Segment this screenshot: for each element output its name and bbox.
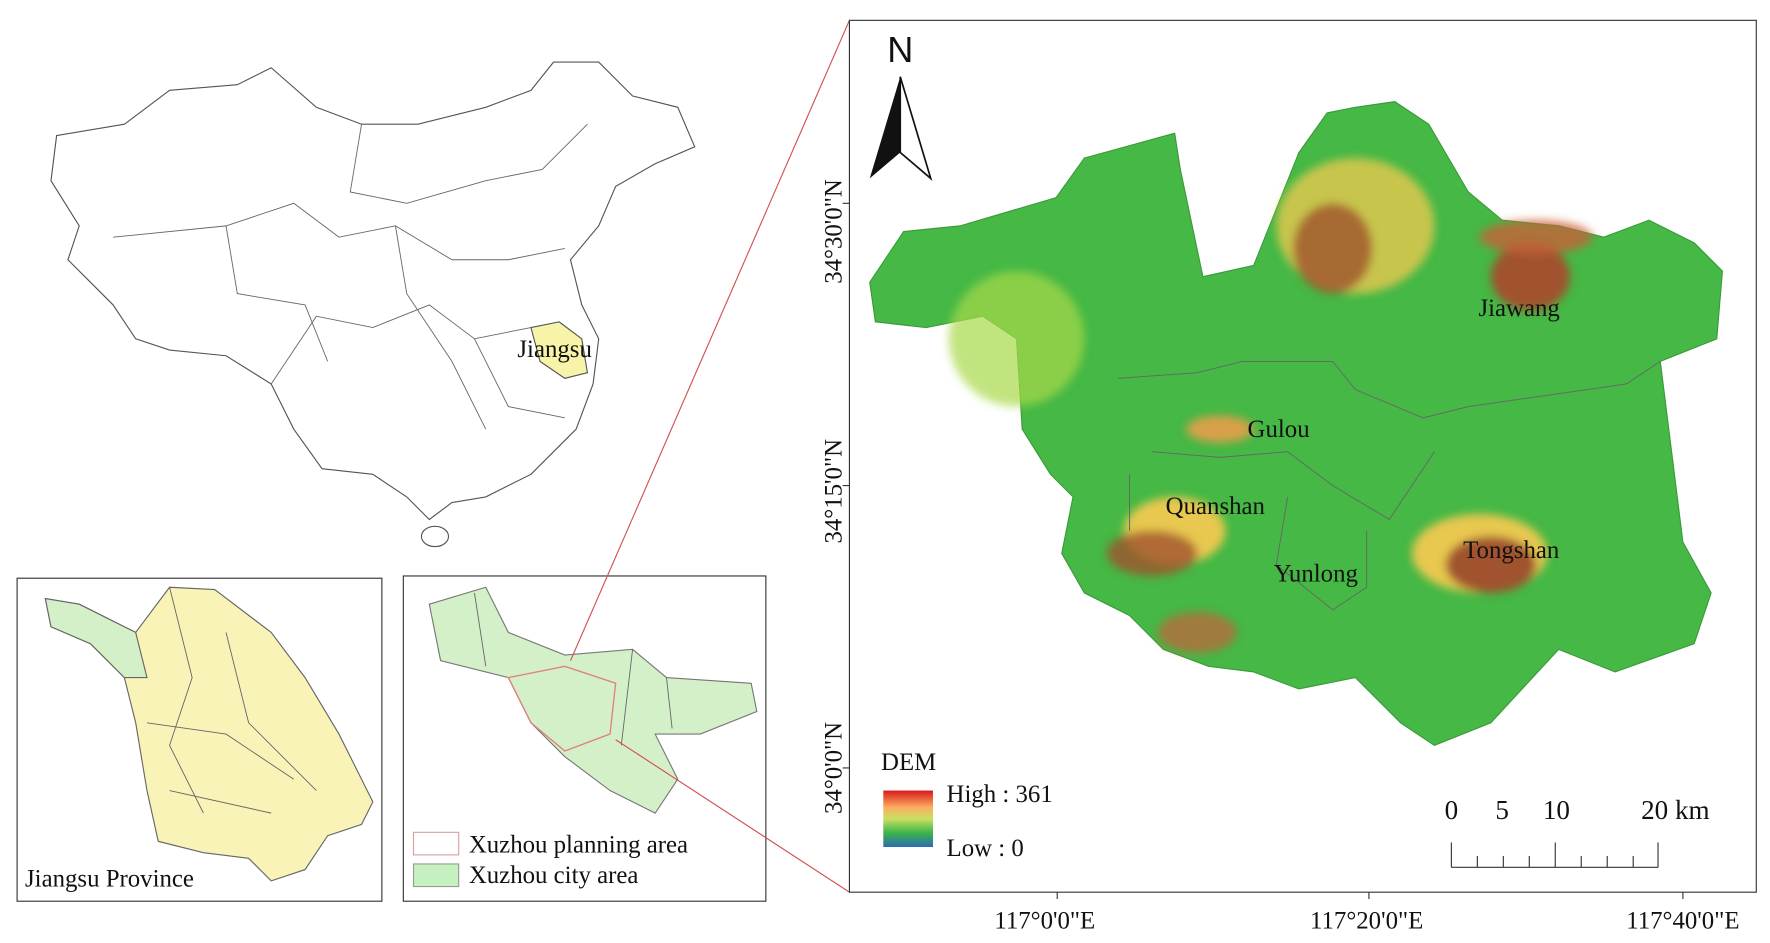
legend-high: High : 361 <box>947 781 1053 808</box>
district-label: Gulou <box>1248 416 1310 443</box>
scale-label: 10 <box>1543 795 1570 825</box>
lon-label: 117°20'0"E <box>1310 907 1423 934</box>
jiangsu-highlight <box>530 321 589 379</box>
planning-swatch <box>412 831 460 856</box>
scale-bar <box>1450 842 1659 868</box>
scale-label: 0 <box>1445 795 1459 825</box>
lon-label: 117°40'0"E <box>1626 907 1739 934</box>
scale-label: 20 km <box>1641 795 1710 825</box>
jiangsu-label: Jiangsu <box>517 336 592 363</box>
lat-label: 34°15'0"N <box>821 439 848 544</box>
main-map: N 34°30'0"N 34°15'0"N 34°0'0"N 117°0'0"E… <box>821 19 1757 934</box>
jiangsu-inset: Jiangsu Province <box>16 577 383 902</box>
north-label: N <box>887 29 913 70</box>
lat-label: 34°0'0"N <box>821 722 848 814</box>
scale-label: 5 <box>1495 795 1509 825</box>
connector <box>615 739 850 893</box>
dem-ramp <box>883 790 933 848</box>
jiangsu-inset-label: Jiangsu Province <box>25 866 194 893</box>
district-label: Tongshan <box>1463 537 1560 564</box>
district-label: Yunlong <box>1274 561 1358 588</box>
district-label: Jiawang <box>1478 295 1559 322</box>
xuzhou-inset: Xuzhou planning area Xuzhou city area <box>402 575 767 902</box>
north-arrow <box>869 76 901 179</box>
city-swatch <box>412 863 460 888</box>
lat-label: 34°30'0"N <box>821 179 848 284</box>
legend-label: Xuzhou city area <box>469 862 639 889</box>
legend-label: Xuzhou planning area <box>469 832 688 859</box>
china-map: Jiangsu <box>50 61 696 548</box>
legend-title: DEM <box>881 749 936 776</box>
north-arrow <box>899 76 933 181</box>
district-label: Quanshan <box>1166 493 1266 520</box>
lon-label: 117°0'0"E <box>994 907 1095 934</box>
legend-low: Low : 0 <box>947 835 1024 862</box>
connector <box>569 20 850 661</box>
